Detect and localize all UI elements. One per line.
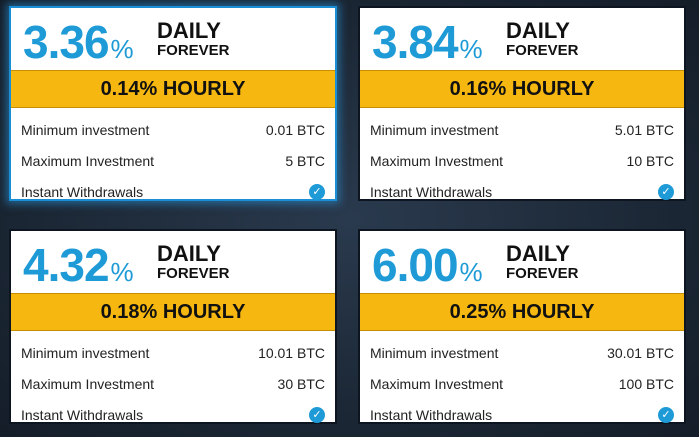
daily-rate: 6.00% — [372, 239, 483, 291]
check-circle-icon: ✓ — [658, 406, 674, 423]
hourly-rate-bar: 0.14% HOURLY — [11, 70, 335, 108]
plan-card-3[interactable]: 4.32% DAILY FOREVER 0.18% HOURLY Minimum… — [9, 229, 337, 424]
check-circle-icon: ✓ — [309, 406, 325, 423]
period-label: DAILY FOREVER — [157, 18, 230, 60]
daily-rate: 3.36% — [23, 16, 134, 68]
hourly-rate-bar: 0.16% HOURLY — [360, 70, 684, 108]
check-circle-icon: ✓ — [309, 183, 325, 200]
plan-header: 3.36% DAILY FOREVER — [11, 8, 335, 70]
min-investment-row: Minimum investment 10.01 BTC — [21, 344, 325, 361]
hourly-rate-bar: 0.18% HOURLY — [11, 293, 335, 331]
daily-rate: 4.32% — [23, 239, 134, 291]
min-investment-row: Minimum investment 5.01 BTC — [370, 121, 674, 138]
plan-header: 4.32% DAILY FOREVER — [11, 231, 335, 293]
plan-card-2[interactable]: 3.84% DAILY FOREVER 0.16% HOURLY Minimum… — [358, 6, 686, 201]
daily-rate: 3.84% — [372, 16, 483, 68]
plan-header: 6.00% DAILY FOREVER — [360, 231, 684, 293]
plan-card-4[interactable]: 6.00% DAILY FOREVER 0.25% HOURLY Minimum… — [358, 229, 686, 424]
min-investment-row: Minimum investment 30.01 BTC — [370, 344, 674, 361]
max-investment-row: Maximum Investment 10 BTC — [370, 152, 674, 169]
period-label: DAILY FOREVER — [157, 241, 230, 283]
plan-card-1[interactable]: 3.36% DAILY FOREVER 0.14% HOURLY Minimum… — [9, 6, 337, 201]
instant-withdrawals-row: Instant Withdrawals ✓ — [21, 176, 325, 207]
instant-withdrawals-row: Instant Withdrawals ✓ — [370, 399, 674, 430]
min-investment-row: Minimum investment 0.01 BTC — [21, 121, 325, 138]
period-label: DAILY FOREVER — [506, 18, 579, 60]
max-investment-row: Maximum Investment 100 BTC — [370, 375, 674, 392]
hourly-rate-bar: 0.25% HOURLY — [360, 293, 684, 331]
max-investment-row: Maximum Investment 30 BTC — [21, 375, 325, 392]
instant-withdrawals-row: Instant Withdrawals ✓ — [21, 399, 325, 430]
max-investment-row: Maximum Investment 5 BTC — [21, 152, 325, 169]
instant-withdrawals-row: Instant Withdrawals ✓ — [370, 176, 674, 207]
period-label: DAILY FOREVER — [506, 241, 579, 283]
plan-header: 3.84% DAILY FOREVER — [360, 8, 684, 70]
check-circle-icon: ✓ — [658, 183, 674, 200]
